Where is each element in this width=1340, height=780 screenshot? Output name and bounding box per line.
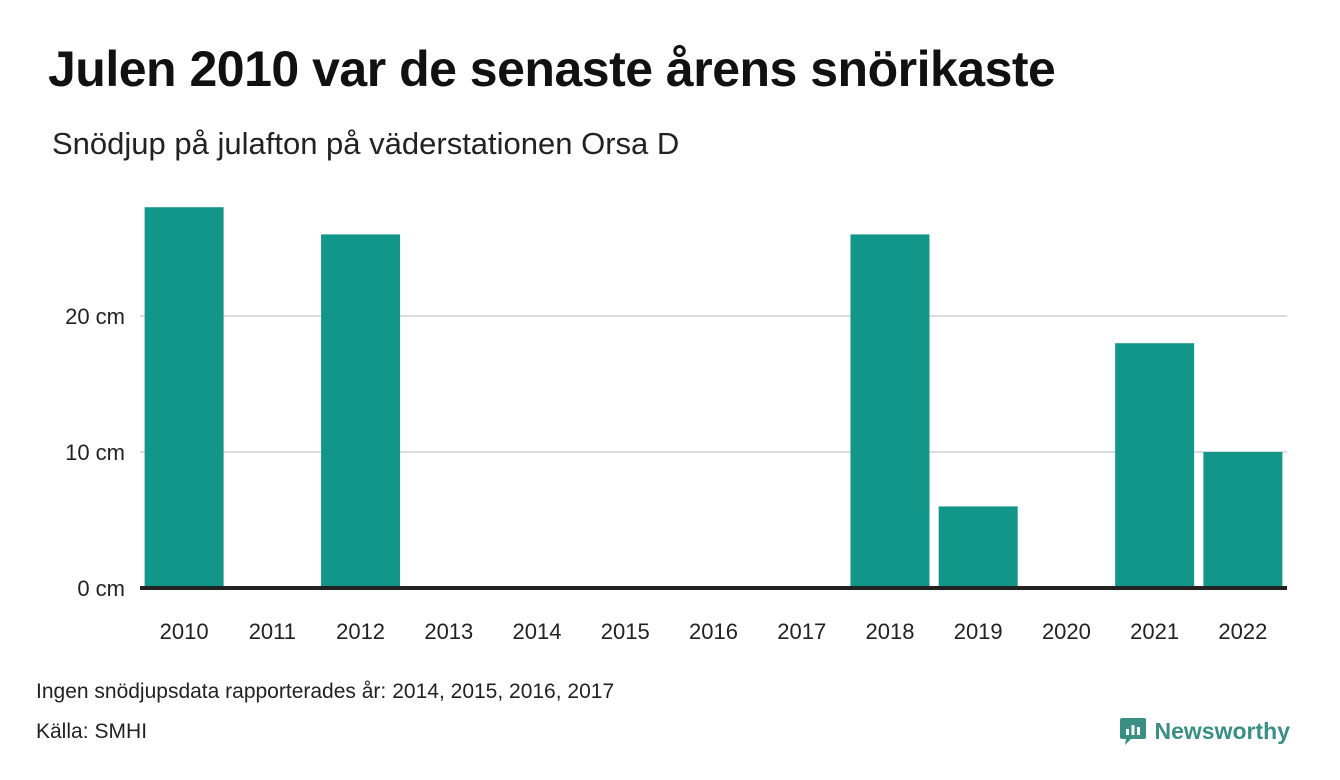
brand-name: Newsworthy <box>1154 717 1290 744</box>
y-tick-label: 20 cm <box>65 304 125 329</box>
bar-chart: 0 cm 10 cm 20 cm 2010 2011 2012 2013 2014 2015 20… <box>65 207 1287 644</box>
x-tick-label: 2014 <box>513 619 562 644</box>
x-tick-label: 2020 <box>1042 619 1091 644</box>
x-tick-label: 2015 <box>601 619 650 644</box>
bar-2010 <box>144 207 224 588</box>
x-tick-label: 2010 <box>160 619 209 644</box>
x-tick-label: 2012 <box>336 619 385 644</box>
bars <box>144 207 1283 588</box>
x-tick-label: 2016 <box>689 619 738 644</box>
bar-2022 <box>1203 452 1283 588</box>
bar-2019 <box>938 506 1018 588</box>
x-tick-label: 2021 <box>1130 619 1179 644</box>
x-tick-label: 2017 <box>777 619 826 644</box>
x-tick-label: 2018 <box>865 619 914 644</box>
note-label: Ingen snödjupsdata rapporterades år: <box>36 680 387 703</box>
brand-logo: Newsworthy <box>1119 716 1290 746</box>
axes: 0 cm 10 cm 20 cm 2010 2011 2012 2013 2014 2015 20… <box>65 304 1287 644</box>
y-tick-label: 10 cm <box>65 440 125 465</box>
bar-2021 <box>1115 343 1195 588</box>
bar-2018 <box>850 234 930 588</box>
source-label: Källa: <box>36 720 89 743</box>
gridlines <box>140 315 1287 453</box>
x-tick-label: 2013 <box>424 619 473 644</box>
source-line: Källa: SMHI <box>36 720 147 744</box>
x-tick-label: 2011 <box>249 619 296 644</box>
newsworthy-logo-icon <box>1119 718 1146 745</box>
source-value: SMHI <box>94 720 148 743</box>
x-tick-label: 2019 <box>954 619 1003 644</box>
x-tick-label: 2022 <box>1218 619 1267 644</box>
y-tick-label: 0 cm <box>77 576 125 601</box>
note-years: 2014, 2015, 2016, 2017 <box>392 680 615 703</box>
chart-title: Julen 2010 var de senaste årens snörikas… <box>48 41 1056 97</box>
chart-subtitle: Snödjup på julafton på väderstationen Or… <box>52 126 680 161</box>
bar-2012 <box>321 234 401 588</box>
missing-data-note: Ingen snödjupsdata rapporterades år: 2014… <box>36 680 614 704</box>
